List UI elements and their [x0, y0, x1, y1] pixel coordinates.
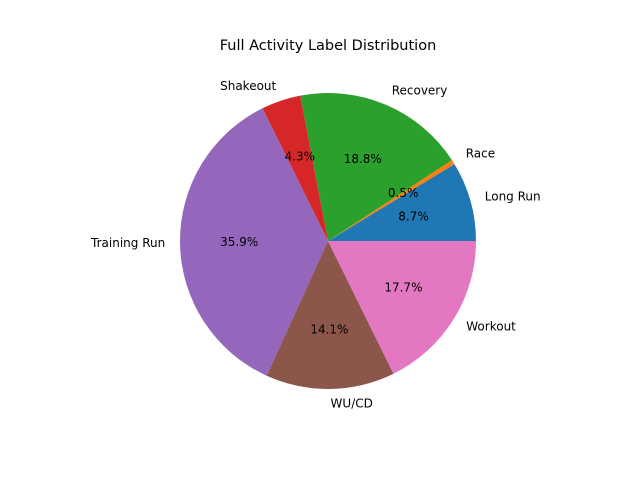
chart-title: Full Activity Label Distribution: [220, 38, 437, 54]
slice-label-training-run: Training Run: [90, 236, 165, 250]
pie-labels: Long Run 8.7% Race 0.5% Recovery 18.8% Shakeou…: [90, 79, 541, 410]
pie-slice-training-run: [180, 108, 328, 376]
slice-percent-race: 0.5%: [388, 186, 419, 200]
slice-label-wu-cd: WU/CD: [331, 396, 373, 410]
pie-slices: [180, 93, 476, 389]
pie-slice-shakeout: [262, 95, 328, 241]
slice-percent-training-run: 35.9%: [220, 235, 258, 249]
slice-label-workout: Workout: [466, 319, 516, 333]
slice-percent-workout: 17.7%: [384, 280, 422, 294]
slice-percent-wu-cd: 14.1%: [310, 322, 348, 336]
slice-label-recovery: Recovery: [392, 84, 448, 98]
slice-label-long-run: Long Run: [485, 190, 541, 204]
pie-slice-race: [328, 160, 455, 241]
slice-label-race: Race: [466, 147, 495, 161]
pie-slice-long-run: [328, 164, 476, 241]
pie-slice-workout: [328, 241, 476, 374]
slice-percent-shakeout: 4.3%: [285, 149, 316, 163]
slice-percent-recovery: 18.8%: [344, 152, 382, 166]
slice-percent-long-run: 8.7%: [398, 210, 429, 224]
slice-label-shakeout: Shakeout: [220, 79, 276, 93]
pie-slice-wu-cd: [266, 241, 394, 389]
pie-slice-recovery: [300, 93, 452, 241]
